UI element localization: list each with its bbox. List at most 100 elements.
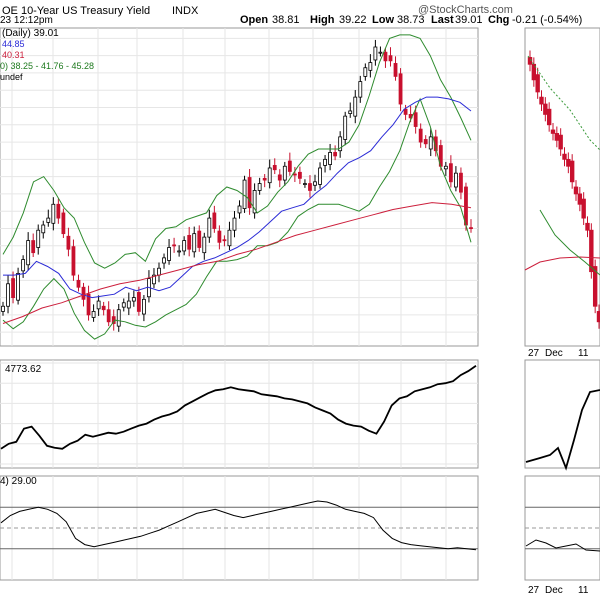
watermark: @StockCharts.com	[418, 4, 513, 16]
low-label: Low	[372, 14, 394, 26]
candle-body	[252, 190, 257, 214]
detail-index-line	[525, 389, 600, 471]
candle-body	[11, 278, 15, 299]
bollinger-upper-line	[2, 34, 472, 269]
candle-body	[227, 229, 232, 247]
detail-candle-body	[596, 311, 600, 323]
panel-frame-right	[524, 359, 600, 469]
candle-body	[272, 164, 277, 171]
candle-body	[328, 152, 332, 165]
candle-body	[101, 305, 106, 311]
candle-body	[106, 309, 111, 323]
candle-body	[358, 81, 363, 98]
candle-body	[282, 165, 287, 181]
detail-candle-body	[592, 266, 598, 307]
candle-body	[418, 128, 423, 143]
candle-body	[66, 235, 71, 250]
candle-body	[373, 46, 378, 61]
candle-body	[454, 172, 458, 188]
rsi-line	[0, 500, 477, 551]
candle-body	[388, 55, 393, 62]
candle-body	[177, 250, 182, 253]
detail-candle-body	[543, 103, 548, 115]
candle-body	[413, 112, 418, 127]
candle-body	[378, 51, 383, 54]
detail-candle-body	[550, 129, 556, 134]
index-line	[0, 365, 477, 450]
legend-close: (Daily) 39.01	[2, 28, 59, 39]
detail-x-label: 27	[528, 348, 540, 359]
candle-body	[71, 246, 76, 276]
date-time: 23 12:12pm	[0, 15, 53, 26]
candle-body	[51, 203, 56, 224]
legend-undef: undef	[0, 72, 23, 82]
candle-body	[217, 230, 222, 243]
candle-body	[368, 62, 373, 71]
detail-candle-body	[531, 63, 537, 81]
candle-body	[277, 174, 282, 181]
candle-body	[142, 298, 146, 315]
high-label: High	[310, 14, 335, 26]
detail-candle-body	[585, 222, 590, 231]
candle-body	[323, 158, 327, 166]
candle-body	[448, 163, 453, 183]
candle-body	[116, 309, 121, 327]
last-label: Last	[431, 14, 454, 26]
candle-body	[121, 302, 126, 308]
panel-frame-left	[0, 359, 479, 469]
detail-candle-body	[581, 198, 586, 219]
candle-body	[393, 63, 398, 77]
candle-body	[313, 181, 317, 186]
chart-marks	[0, 34, 600, 552]
detail-x-label: 27	[528, 585, 540, 596]
candle-body	[464, 186, 468, 226]
detail-candle-body	[562, 153, 567, 160]
candle-body	[172, 244, 176, 247]
candle-body	[187, 234, 192, 250]
candle-body	[26, 240, 31, 266]
detail-bollinger-line	[539, 209, 600, 276]
high-value: 39.22	[339, 14, 367, 26]
candle-body	[61, 212, 66, 235]
detail-x-label: 11	[578, 348, 589, 359]
candle-body	[237, 205, 242, 214]
detail-signal-line	[527, 55, 600, 151]
candle-body	[348, 110, 353, 114]
candle-body	[303, 183, 307, 185]
legend-bollinger: 0) 38.25 - 41.76 - 45.28	[0, 61, 94, 71]
candle-body	[353, 96, 358, 117]
detail-candle-body	[577, 193, 583, 205]
candle-body	[192, 233, 197, 253]
candle-body	[257, 183, 262, 191]
candle-body	[46, 217, 51, 223]
candle-body	[443, 165, 448, 170]
detail-x-label: Dec	[545, 585, 563, 596]
candle-body	[86, 293, 91, 316]
bollinger-lower-line	[2, 97, 472, 340]
candle-body	[469, 227, 473, 230]
legend-ma-long: 40.31	[2, 50, 25, 60]
candle-body	[207, 217, 212, 238]
nasdaq-label: 4773.62	[5, 364, 42, 375]
candle-body	[21, 259, 26, 272]
candle-body	[136, 292, 141, 312]
candle-body	[157, 267, 161, 276]
candle-body	[182, 240, 187, 252]
candle-body	[131, 297, 136, 302]
chg-value: -0.21 (-0.54%)	[512, 14, 582, 26]
open-value: 38.81	[272, 14, 300, 26]
detail-x-label: 11	[578, 585, 589, 596]
detail-candle-body	[589, 229, 594, 273]
candle-body	[91, 311, 96, 318]
candle-body	[162, 257, 166, 264]
detail-candle-body	[546, 108, 552, 126]
candle-body	[36, 229, 41, 248]
axis-labels: 27 27 Dec Dec 11 11	[528, 348, 589, 596]
candle-body	[76, 279, 81, 288]
candle-body	[41, 224, 46, 234]
candle-body	[308, 183, 312, 191]
candle-body	[96, 300, 101, 310]
candle-body	[212, 212, 217, 229]
detail-ma-long-line	[524, 256, 600, 271]
candle-body	[262, 177, 267, 181]
